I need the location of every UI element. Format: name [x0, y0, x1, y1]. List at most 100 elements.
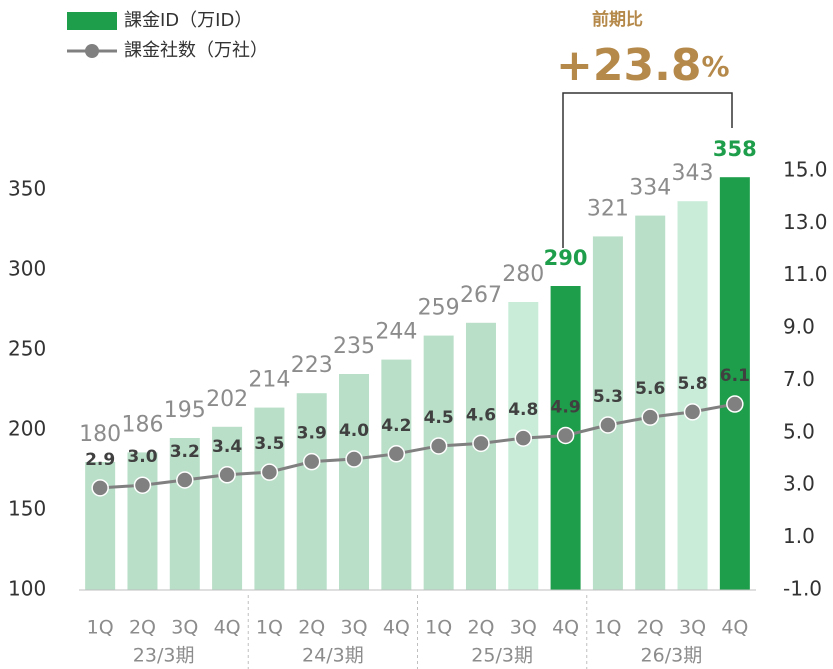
- bar: [677, 201, 708, 590]
- line-marker: [599, 416, 617, 434]
- line-marker: [260, 463, 279, 481]
- y2-tick-label: 7.0: [783, 367, 815, 391]
- x-tick-label: 4Q: [721, 617, 748, 639]
- y2-tick-label: 13.0: [783, 210, 828, 234]
- x-tick-label: 1Q: [425, 617, 452, 639]
- line-value-label: 3.9: [297, 424, 327, 444]
- bar: [635, 215, 666, 590]
- line-value-label: 5.6: [635, 379, 665, 399]
- bar-value-label: 235: [333, 334, 375, 359]
- y-tick-label: 150: [8, 497, 46, 521]
- x-tick-label: 3Q: [510, 617, 537, 639]
- line-marker: [387, 445, 406, 463]
- x-tick-label: 4Q: [214, 617, 241, 639]
- x-tick-label: 3Q: [679, 617, 706, 639]
- group-label: 26/3期: [641, 645, 703, 667]
- x-tick-label: 1Q: [256, 617, 283, 639]
- y2-tick-label: 1.0: [783, 524, 815, 548]
- annotation-value: +23.8%: [556, 40, 730, 91]
- legend-swatch-bar: [67, 12, 117, 30]
- line-value-label: 2.9: [85, 450, 115, 470]
- group-label: 24/3期: [302, 645, 364, 667]
- bar-value-label: 195: [164, 398, 206, 423]
- bar: [423, 335, 454, 590]
- x-tick-label: 4Q: [383, 617, 410, 639]
- bar-value-label: 202: [206, 387, 248, 412]
- bar-value-label: 186: [121, 412, 163, 437]
- line: [100, 402, 736, 490]
- bar-value-label: 358: [713, 137, 757, 161]
- line-value-label: 6.1: [720, 366, 750, 386]
- x-tick-label: 2Q: [467, 617, 494, 639]
- line-marker: [176, 471, 194, 489]
- line-marker: [556, 426, 575, 445]
- bar-value-label: 259: [418, 296, 460, 321]
- bar-value-label: 244: [375, 320, 417, 345]
- bar-value-label: 343: [672, 161, 714, 186]
- line-value-label: 4.0: [339, 421, 369, 441]
- bar: [169, 438, 200, 590]
- group-label: 25/3期: [471, 645, 533, 667]
- bar-value-label: 214: [248, 368, 290, 393]
- y2-tick-label: 15.0: [783, 157, 828, 181]
- line-value-label: 3.2: [170, 442, 200, 462]
- x-tick-label: 2Q: [298, 617, 325, 639]
- bar-value-label: 321: [587, 196, 629, 221]
- group-label: 23/3期: [133, 645, 195, 667]
- bar: [592, 236, 623, 590]
- line-value-label: 5.8: [677, 374, 707, 394]
- bar: [381, 359, 412, 590]
- x-tick-label: 4Q: [552, 617, 579, 639]
- bar: [254, 407, 285, 590]
- line-marker: [91, 479, 109, 497]
- legend-swatch-marker: [85, 44, 99, 58]
- line-marker: [726, 395, 744, 413]
- line-marker: [429, 437, 448, 455]
- y2-tick-label: 3.0: [783, 472, 815, 496]
- line-value-label: 5.3: [593, 387, 623, 407]
- bar: [339, 374, 370, 590]
- bar: [127, 452, 158, 590]
- annotation-unit: %: [701, 50, 729, 83]
- bar-value-label: 334: [629, 176, 671, 201]
- legend-label: 課金社数（万社）: [124, 40, 268, 61]
- bar-value-label: 223: [291, 353, 333, 378]
- y2-tick-label: 9.0: [783, 315, 815, 339]
- annotation-number: +23.8: [556, 40, 701, 91]
- bar-value-label: 290: [544, 246, 588, 270]
- line-marker: [683, 403, 702, 421]
- bar: [296, 393, 327, 590]
- x-tick-label: 3Q: [171, 617, 198, 639]
- line-value-label: 3.4: [212, 437, 242, 457]
- y2-tick-label: 11.0: [783, 262, 828, 286]
- line-value-label: 4.9: [551, 397, 581, 417]
- bar: [465, 322, 496, 590]
- bar: [719, 177, 750, 590]
- y-tick-label: 300: [8, 257, 46, 281]
- line-marker: [302, 452, 321, 471]
- bar-value-label: 267: [460, 283, 502, 308]
- line-value-label: 4.6: [466, 405, 496, 425]
- x-tick-label: 1Q: [594, 617, 621, 639]
- line-marker: [514, 429, 533, 447]
- line-marker: [133, 476, 152, 494]
- line-value-label: 3.0: [127, 447, 157, 467]
- bar: [212, 426, 243, 590]
- line-marker: [345, 450, 363, 468]
- y-tick-label: 350: [8, 177, 46, 201]
- x-tick-label: 1Q: [87, 617, 114, 639]
- line-value-label: 4.5: [424, 408, 454, 428]
- y-tick-label: 100: [8, 577, 46, 601]
- line-value-label: 4.2: [381, 416, 411, 436]
- line-marker: [472, 434, 490, 453]
- bar-value-label: 180: [79, 422, 121, 447]
- annotation-bracket: [562, 92, 733, 248]
- bar-value-label: 280: [502, 262, 544, 287]
- annotation-label: 前期比: [592, 9, 643, 30]
- line-marker: [218, 466, 236, 484]
- y-tick-label: 200: [8, 417, 46, 441]
- y-tick-label: 250: [8, 337, 46, 361]
- y2-tick-label: -1.0: [783, 577, 822, 601]
- x-tick-label: 3Q: [341, 617, 368, 639]
